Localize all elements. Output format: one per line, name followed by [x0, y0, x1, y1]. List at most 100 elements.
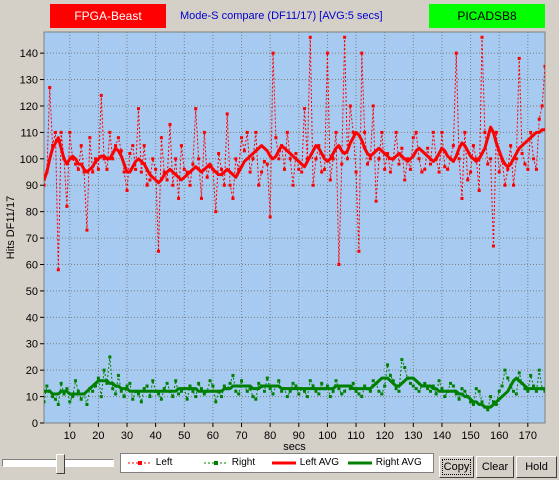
point-left — [366, 162, 370, 166]
point-left — [509, 144, 513, 148]
x-axis-label: secs — [283, 441, 306, 452]
point-left — [148, 178, 152, 182]
point-right — [417, 389, 421, 393]
point-left — [82, 170, 86, 174]
point-right — [460, 387, 464, 391]
point-right — [237, 392, 241, 396]
point-right — [139, 400, 143, 404]
point-left — [231, 196, 235, 200]
point-left — [406, 157, 410, 161]
point-left — [534, 167, 538, 171]
point-right — [360, 395, 364, 399]
point-right — [386, 363, 390, 367]
point-left — [437, 170, 441, 174]
point-left — [114, 144, 118, 148]
legend-label-right-avg: Right AVG — [375, 457, 422, 468]
point-left — [274, 136, 278, 140]
point-right — [328, 395, 332, 399]
point-left — [111, 157, 115, 161]
y-tick-label: 140 — [20, 48, 38, 60]
y-tick-label: 100 — [20, 154, 38, 166]
point-left — [417, 157, 421, 161]
point-left — [360, 51, 364, 55]
copy-button[interactable]: Copy — [439, 456, 474, 478]
point-right — [337, 387, 341, 391]
point-left — [194, 107, 198, 111]
point-right — [371, 379, 375, 383]
point-left — [76, 167, 80, 171]
point-right — [128, 381, 132, 385]
point-right — [271, 392, 275, 396]
point-right — [320, 381, 324, 385]
point-left — [354, 170, 358, 174]
point-left — [96, 167, 100, 171]
point-right — [199, 387, 203, 391]
point-right — [214, 400, 218, 404]
point-left — [91, 170, 95, 174]
legend-label-left-avg: Left AVG — [299, 457, 340, 468]
point-right — [434, 392, 438, 396]
point-left — [277, 157, 281, 161]
point-right — [177, 392, 181, 396]
point-left — [431, 130, 435, 134]
y-tick-label: 60 — [26, 259, 38, 271]
legend-item-right: Right — [203, 456, 255, 470]
point-left — [529, 130, 533, 134]
point-left — [234, 157, 238, 161]
hold-button[interactable]: Hold — [516, 456, 557, 478]
point-left — [151, 157, 155, 161]
point-left — [191, 162, 195, 166]
point-left — [397, 162, 401, 166]
point-left — [520, 152, 524, 156]
point-right — [443, 395, 447, 399]
left-receiver-badge: FPGA-Beast — [50, 4, 166, 28]
point-right — [56, 403, 60, 407]
clear-button[interactable]: Clear — [476, 456, 514, 478]
point-right — [303, 389, 307, 393]
y-tick-label: 120 — [20, 101, 38, 113]
point-left — [357, 249, 361, 253]
point-right — [53, 397, 57, 401]
point-right — [248, 387, 252, 391]
point-left — [411, 136, 415, 140]
point-right — [254, 397, 258, 401]
point-left — [428, 162, 432, 166]
point-left — [537, 117, 541, 121]
point-right — [268, 387, 272, 391]
slider-thumb[interactable] — [56, 454, 65, 474]
point-right — [497, 389, 501, 393]
point-left — [320, 170, 324, 174]
point-left — [294, 152, 298, 156]
point-right — [308, 379, 312, 383]
point-left — [486, 162, 490, 166]
point-left — [348, 104, 352, 108]
point-right — [454, 392, 458, 396]
point-left — [162, 170, 166, 174]
y-tick-label: 80 — [26, 207, 38, 219]
point-left — [408, 167, 412, 171]
point-left — [282, 167, 286, 171]
point-left — [368, 157, 372, 161]
point-left — [168, 122, 172, 126]
x-tick-label: 20 — [92, 430, 104, 442]
point-left — [188, 183, 192, 187]
x-tick-label: 130 — [404, 430, 422, 442]
point-right — [265, 376, 269, 380]
point-left — [197, 157, 201, 161]
point-left — [388, 170, 392, 174]
point-right — [116, 373, 120, 377]
point-left — [463, 130, 467, 134]
point-right — [280, 389, 284, 393]
point-right — [526, 389, 530, 393]
point-right — [532, 384, 536, 388]
point-right — [159, 397, 163, 401]
chart-title: Mode-S compare (DF11/17) [AVG:5 secs] — [180, 10, 383, 22]
x-tick-label: 120 — [376, 430, 394, 442]
point-left — [131, 144, 135, 148]
x-tick-label: 150 — [461, 430, 479, 442]
point-right — [68, 400, 72, 404]
average-slider[interactable] — [2, 454, 114, 474]
point-right — [311, 384, 315, 388]
point-left — [165, 178, 169, 182]
point-left — [99, 93, 103, 97]
